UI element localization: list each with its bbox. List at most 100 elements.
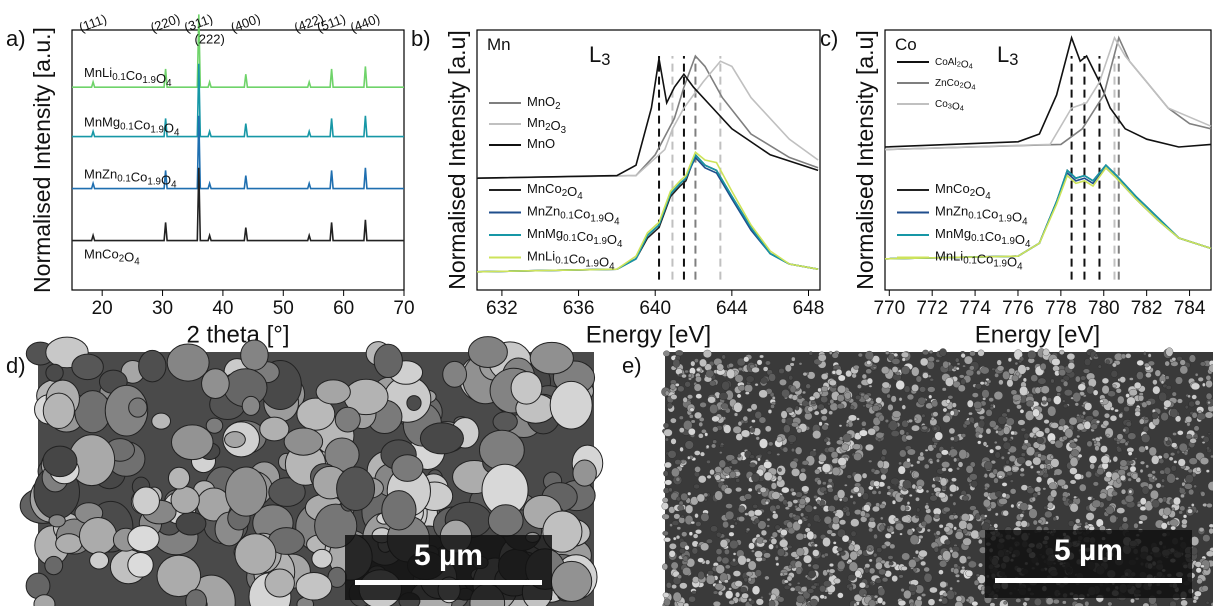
grain bbox=[899, 449, 907, 458]
grain bbox=[730, 459, 739, 465]
grain bbox=[692, 576, 700, 584]
grain bbox=[697, 570, 705, 580]
legend-label: MnMg0.1Co1.9O4 bbox=[935, 226, 1031, 249]
grain bbox=[1075, 375, 1081, 383]
grain bbox=[1021, 510, 1025, 515]
grain bbox=[1075, 518, 1081, 524]
grain bbox=[710, 525, 718, 533]
grain bbox=[675, 383, 680, 387]
grain bbox=[751, 585, 761, 595]
grain bbox=[975, 573, 980, 578]
grain bbox=[817, 387, 822, 393]
grain bbox=[684, 545, 690, 551]
grain bbox=[797, 519, 803, 525]
grain bbox=[1131, 472, 1139, 480]
grain bbox=[877, 490, 882, 495]
grain bbox=[808, 351, 814, 356]
grain bbox=[937, 492, 946, 499]
grain bbox=[1187, 394, 1191, 398]
grain bbox=[791, 468, 801, 477]
grain bbox=[813, 543, 818, 548]
grain bbox=[758, 389, 768, 399]
grain bbox=[765, 501, 769, 505]
annotation: Co bbox=[895, 35, 917, 54]
grain bbox=[1070, 396, 1075, 400]
grain bbox=[1158, 458, 1165, 464]
grain bbox=[201, 368, 230, 399]
grain bbox=[1139, 468, 1144, 474]
grain bbox=[690, 360, 696, 367]
grain bbox=[694, 513, 699, 519]
grain bbox=[812, 563, 820, 570]
grain bbox=[1074, 402, 1079, 407]
grain bbox=[766, 450, 772, 455]
grain bbox=[1178, 442, 1188, 452]
grain bbox=[694, 466, 701, 473]
grain bbox=[794, 505, 798, 509]
grain bbox=[791, 491, 797, 497]
grain bbox=[1194, 373, 1199, 377]
grain bbox=[741, 592, 749, 599]
grain bbox=[167, 466, 191, 490]
grain bbox=[955, 595, 963, 603]
x-tick-label: 780 bbox=[1088, 298, 1120, 319]
grain bbox=[768, 592, 772, 596]
grain bbox=[931, 483, 936, 489]
grain bbox=[805, 383, 811, 389]
grain bbox=[1062, 399, 1066, 403]
grain bbox=[1202, 382, 1206, 387]
x-tick-label: 776 bbox=[1002, 298, 1034, 319]
grain bbox=[694, 450, 701, 456]
grain bbox=[788, 375, 794, 381]
grain bbox=[929, 378, 934, 382]
grain bbox=[748, 542, 755, 550]
grain bbox=[1160, 522, 1168, 530]
grain bbox=[1105, 471, 1113, 479]
grain bbox=[78, 517, 118, 555]
grain bbox=[702, 349, 712, 358]
grain bbox=[822, 569, 828, 577]
grain bbox=[923, 566, 930, 573]
grain bbox=[859, 429, 868, 437]
grain bbox=[754, 518, 761, 524]
grain bbox=[1074, 473, 1083, 480]
grain bbox=[1165, 347, 1174, 357]
grain bbox=[723, 579, 729, 584]
grain bbox=[721, 402, 729, 410]
grain bbox=[759, 438, 768, 449]
grain bbox=[1205, 469, 1210, 473]
grain bbox=[1171, 391, 1177, 397]
grain bbox=[801, 485, 810, 493]
grain bbox=[175, 511, 207, 536]
grain bbox=[857, 352, 863, 358]
grain bbox=[684, 381, 691, 388]
grain bbox=[997, 427, 1002, 431]
grain bbox=[492, 411, 518, 432]
grain bbox=[1111, 491, 1118, 497]
grain bbox=[845, 423, 850, 428]
grain bbox=[1076, 434, 1081, 439]
grain bbox=[971, 392, 979, 398]
grain bbox=[909, 534, 920, 545]
grain bbox=[724, 548, 730, 555]
grain bbox=[1186, 422, 1191, 427]
grain bbox=[836, 403, 845, 410]
grain bbox=[1049, 439, 1056, 445]
grain bbox=[1068, 499, 1074, 504]
grain bbox=[697, 557, 705, 563]
grain bbox=[792, 499, 799, 504]
grain bbox=[1210, 454, 1213, 459]
grain bbox=[1110, 406, 1115, 411]
grain bbox=[718, 590, 723, 596]
grain bbox=[798, 472, 807, 482]
grain bbox=[998, 475, 1003, 479]
grain bbox=[737, 516, 745, 522]
grain bbox=[993, 523, 999, 529]
grain bbox=[877, 587, 886, 597]
grain bbox=[1082, 419, 1087, 423]
grain bbox=[901, 552, 911, 561]
grain bbox=[853, 364, 860, 370]
grain bbox=[692, 533, 699, 539]
grain bbox=[1041, 400, 1047, 405]
grain bbox=[842, 433, 852, 443]
